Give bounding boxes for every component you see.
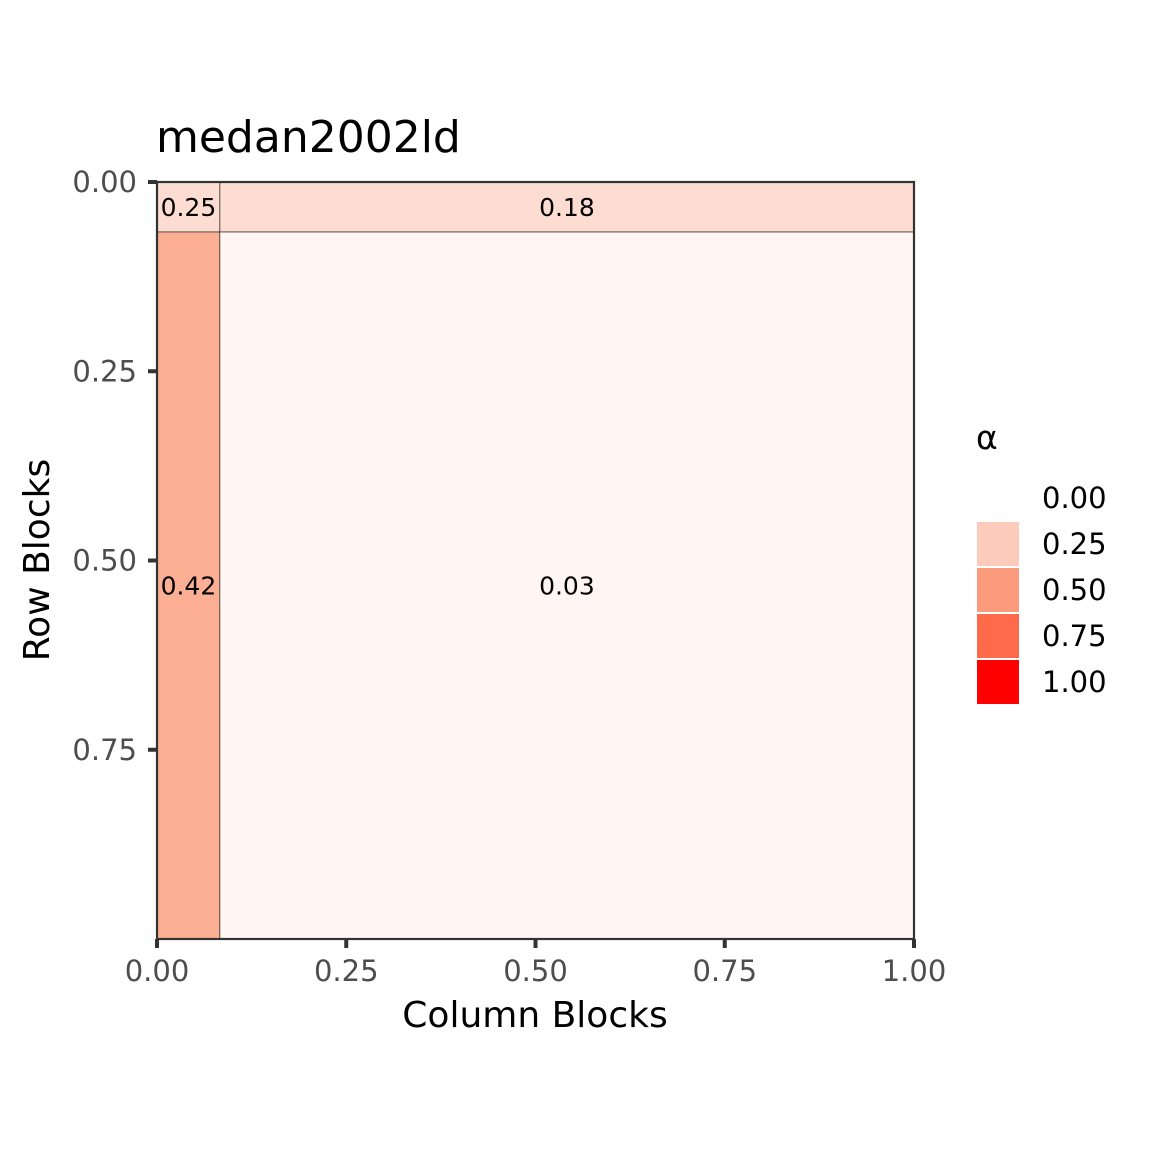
legend-swatch: [977, 522, 1019, 566]
cell-value-label: 0.03: [539, 571, 595, 600]
heatmap-cell: [219, 181, 915, 233]
chart-title: medan2002ld: [156, 112, 461, 163]
cell-value-label: 0.42: [161, 571, 217, 600]
y-tick-label: 0.75: [72, 733, 137, 767]
heatmap-cell: [219, 231, 915, 940]
x-tick-label: 0.00: [125, 954, 190, 988]
x-tick-label: 0.75: [692, 954, 757, 988]
legend-label: 0.25: [1042, 527, 1107, 561]
x-tick-label: 0.50: [503, 954, 568, 988]
x-axis: 0.00 0.25 0.50 0.75 1.00: [125, 939, 947, 988]
legend-swatch: [977, 660, 1019, 704]
legend-label: 0.50: [1042, 573, 1107, 607]
legend-title: α: [976, 418, 998, 457]
heatmap-cell: [156, 231, 221, 940]
legend-swatch: [977, 476, 1019, 520]
y-tick-label: 0.50: [72, 544, 137, 578]
legend-label: 0.75: [1042, 619, 1107, 653]
y-axis: 0.00 0.25 0.50 0.75: [72, 165, 157, 767]
legend-items: 0.00 0.25 0.50 0.75 1.00: [977, 476, 1107, 704]
heatmap-cells: [156, 181, 915, 940]
cell-labels: 0.25 0.18 0.42 0.03: [161, 193, 595, 601]
legend-swatch: [977, 568, 1019, 612]
y-axis-label: Row Blocks: [17, 459, 58, 661]
legend-label: 1.00: [1042, 665, 1107, 699]
x-tick-label: 0.25: [314, 954, 379, 988]
x-axis-label: Column Blocks: [402, 995, 667, 1036]
cell-value-label: 0.25: [161, 193, 217, 222]
legend: α 0.00 0.25 0.50 0.75 1.00: [976, 418, 1107, 704]
y-tick-label: 0.00: [72, 165, 137, 199]
cell-value-label: 0.18: [539, 193, 595, 222]
y-tick-label: 0.25: [72, 354, 137, 388]
legend-swatch: [977, 614, 1019, 658]
legend-label: 0.00: [1042, 481, 1107, 515]
x-tick-label: 1.00: [882, 954, 947, 988]
heatmap-cell: [156, 181, 221, 233]
